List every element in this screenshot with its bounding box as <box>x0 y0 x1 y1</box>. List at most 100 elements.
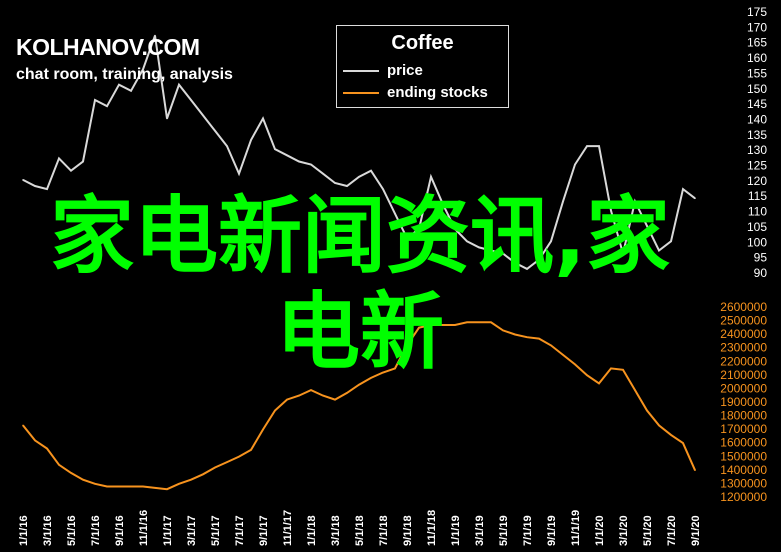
stocks-point <box>166 488 168 491</box>
legend-swatch-stocks <box>343 92 379 95</box>
price-point <box>70 169 72 172</box>
price-tick-label: 175 <box>747 5 767 19</box>
price-point <box>106 105 108 107</box>
stocks-point <box>106 485 108 488</box>
stocks-point <box>634 389 636 391</box>
x-tick-label: 1/1/17 <box>162 515 174 546</box>
x-tick-label: 5/1/16 <box>66 515 78 546</box>
stocks-point <box>238 455 240 458</box>
price-point <box>142 68 144 71</box>
price-point <box>478 246 480 249</box>
price-point <box>226 145 228 147</box>
x-tick-label: 1/1/19 <box>450 515 462 546</box>
price-point <box>406 237 408 240</box>
stocks-point <box>622 368 624 371</box>
x-tick-label: 11/1/16 <box>138 510 150 546</box>
price-tick-label: 110 <box>748 205 767 219</box>
stocks-point <box>58 463 60 466</box>
price-point <box>370 169 372 172</box>
brand-tagline: chat room, training, analysis <box>16 66 233 83</box>
stocks-point <box>118 485 120 488</box>
stocks-tick-label: 2600000 <box>720 300 767 314</box>
price-point <box>82 160 84 163</box>
price-point <box>430 176 432 178</box>
stocks-point <box>94 482 96 485</box>
price-point <box>358 176 360 178</box>
x-tick-label: 7/1/18 <box>378 515 390 546</box>
stocks-point <box>418 326 420 329</box>
x-tick-label: 7/1/19 <box>522 515 534 546</box>
stocks-point <box>466 321 468 324</box>
x-tick-label: 5/1/18 <box>354 515 366 546</box>
x-tick-label: 7/1/16 <box>90 515 102 546</box>
x-tick-label: 3/1/20 <box>618 515 630 546</box>
stocks-point <box>346 392 348 394</box>
price-tick-label: 100 <box>747 235 767 249</box>
price-tick-label: 90 <box>754 266 768 280</box>
legend-swatch-price <box>343 70 379 73</box>
price-tick-label: 155 <box>747 66 767 80</box>
price-point <box>130 90 132 92</box>
price-tick-label: 160 <box>747 51 767 65</box>
stocks-tick-label: 2500000 <box>720 314 767 328</box>
stocks-point <box>22 424 24 427</box>
x-tick-label: 9/1/17 <box>258 515 270 546</box>
price-point <box>550 240 552 243</box>
x-tick-label: 9/1/16 <box>114 515 126 546</box>
price-point <box>694 197 696 200</box>
price-point <box>586 145 588 147</box>
stocks-tick-label: 1300000 <box>720 476 767 490</box>
stocks-point <box>598 382 600 385</box>
price-point <box>490 249 492 252</box>
stocks-point <box>610 367 612 370</box>
price-point <box>442 203 444 206</box>
stocks-tick-label: 1700000 <box>720 422 767 436</box>
stocks-tick-label: 1400000 <box>720 463 767 477</box>
stocks-point <box>694 469 696 472</box>
stocks-point <box>286 398 288 401</box>
x-tick-label: 5/1/17 <box>210 515 222 546</box>
x-tick-label: 9/1/18 <box>402 515 414 546</box>
stocks-point <box>562 354 564 356</box>
stocks-tick-label: 1200000 <box>720 490 767 504</box>
stocks-point <box>322 394 324 397</box>
price-point <box>574 163 576 166</box>
stocks-point <box>46 447 48 450</box>
stocks-point <box>310 389 312 391</box>
x-tick-label: 9/1/20 <box>690 515 702 546</box>
price-point <box>634 200 636 203</box>
price-point <box>238 172 240 175</box>
price-point <box>526 268 528 270</box>
stocks-point <box>274 409 276 412</box>
price-tick-label: 135 <box>747 128 767 142</box>
x-tick-label: 5/1/19 <box>498 515 510 546</box>
stocks-point <box>154 487 156 489</box>
price-point <box>394 212 396 215</box>
price-point <box>682 188 684 190</box>
stocks-point <box>82 478 84 481</box>
price-point <box>514 261 516 264</box>
price-tick-label: 150 <box>747 82 767 96</box>
stocks-tick-label: 2300000 <box>720 341 767 355</box>
x-tick-label: 11/1/17 <box>282 510 294 546</box>
price-tick-label: 145 <box>747 97 767 111</box>
stocks-point <box>370 377 372 379</box>
stocks-point <box>538 337 540 340</box>
stocks-point <box>382 371 384 374</box>
price-tick-label: 125 <box>747 159 767 173</box>
x-tick-label: 1/1/18 <box>306 515 318 546</box>
price-point <box>298 160 300 163</box>
x-tick-label: 7/1/20 <box>666 515 678 546</box>
price-point <box>190 99 192 101</box>
stocks-point <box>490 321 492 324</box>
price-point <box>274 148 276 150</box>
price-tick-label: 130 <box>747 143 767 157</box>
x-tick-label: 3/1/19 <box>474 515 486 546</box>
price-point <box>622 252 624 255</box>
stocks-point <box>442 324 444 326</box>
price-point <box>178 83 180 86</box>
legend-item-stocks: ending stocks <box>343 84 488 101</box>
x-tick-label: 11/1/18 <box>426 510 438 546</box>
price-point <box>46 188 48 190</box>
